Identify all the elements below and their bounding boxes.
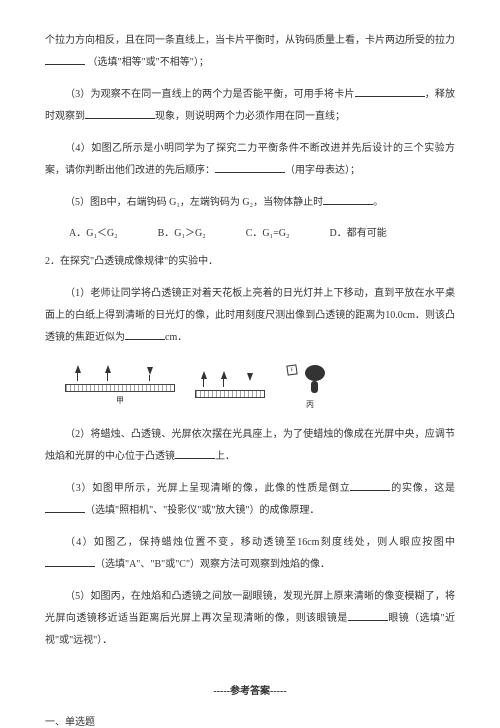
text: （选填"A"、"B"或"C"）观察方法可观察到烛焰的像． [95,559,330,570]
blank-fill[interactable] [323,195,373,205]
ruler-diagram-1 [65,365,175,395]
question-2-4: （4）如图乙，保持蜡烛位置不变，移动透镜至16cm刻度线处，则人眼应按图中 （选填… [45,532,455,576]
blank-fill[interactable] [175,449,215,459]
arrow-icon [247,373,253,381]
handle-icon [311,381,318,393]
text: cm． [165,332,187,343]
blank-fill[interactable] [85,109,155,119]
text: （1）老师让同学将凸透镜正对着天花板上亮着的日光灯并上下移动，直到平放在水平桌面… [45,288,455,343]
text: 现象，则说明两个力必须作用在同一直线； [155,111,345,122]
section-heading: 一、单选题 [45,713,455,728]
eye-diagram: F [285,361,335,399]
figures-row: 甲 F 丙 [65,361,455,410]
question-4: （4）如图乙所示是小明同学为了探究二力平衡条件不断改进并先后设计的三个实验方案，… [45,138,455,182]
question-2-2: （2）将蜡烛、凸透镜、光屏依次摆在光具座上，为了使蜡烛的像成在光屏中央，应调节烛… [45,424,455,468]
paragraph-continuation: 个拉力方向相反，且在同一条直线上，当卡片平衡时，从钩码质量上看，卡片两边所受的拉… [45,30,455,74]
options-row: A．G₁＜G₂ B．G₁＞G₂ C．G₁=G₂ D．都有可能 [69,224,455,239]
figure-bing: F 丙 [285,361,335,410]
option-c[interactable]: C．G₁=G₂ [246,224,290,239]
answer-separator: -----参考答案----- [45,682,455,697]
stick [223,379,224,387]
stick [149,375,150,381]
blank-fill[interactable] [348,611,388,621]
caption-jia: 甲 [65,395,175,406]
magnifier-icon [305,365,325,381]
text: （5）图B中，右端钩码 G₁，左端钩码为 G₂，当物体静止时 [65,197,323,208]
arrow-icon [105,365,111,373]
option-b[interactable]: B．G₁＞G₂ [158,224,206,239]
text: 个拉力方向相反，且在同一条直线上，当卡片平衡时，从钩码质量上看，卡片两边所受的拉… [45,35,455,46]
question-5: （5）图B中，右端钩码 G₁，左端钩码为 G₂，当物体静止时 。 [45,192,455,214]
text: 上． [215,451,235,462]
ruler [65,384,175,392]
arrow-icon [201,371,207,379]
caption-bing: 丙 [285,399,335,410]
blank-fill[interactable] [355,87,425,97]
text: （选填"相等"或"不相等"）； [88,57,209,68]
text: （2）将蜡烛、凸透镜、光屏依次摆在光具座上，为了使蜡烛的像成在光屏中央，应调节烛… [45,429,455,462]
blank-fill[interactable] [45,557,95,567]
question-2-title: 2．在探究"凸透镜成像规律"的实验中． [45,251,455,273]
ruler-diagram-2 [195,371,265,401]
arrow-icon [147,367,153,375]
arrow-icon [75,365,81,373]
text: （选填"照相机"、"投影仪"或"放大镜"）的成像原理． [85,505,320,516]
blank-fill[interactable] [215,163,285,173]
blank-fill[interactable] [45,55,85,65]
text: （4）如图乙，保持蜡烛位置不变，移动透镜至16cm刻度线处，则人眼应按图中 [65,537,455,548]
question-2-5: （5）如图丙，在烛焰和凸透镜之间放一副眼镜，发现光屏上原来清晰的像变模糊了，将光… [45,586,455,652]
ruler [195,390,265,398]
blank-fill[interactable] [350,481,390,491]
blank-fill[interactable] [125,330,165,340]
text: （用字母表达）； [285,165,360,176]
text: 的实像，这是 [390,483,455,494]
arrow-icon [221,371,227,379]
blank-fill[interactable] [45,503,85,513]
option-a[interactable]: A．G₁＜G₂ [69,224,118,239]
figure-mid [195,371,265,401]
figure-jia: 甲 [65,365,175,406]
option-d[interactable]: D．都有可能 [329,224,386,239]
stick [77,373,78,381]
question-2-3: （3）如图甲所示，光屏上呈现清晰的像，此像的性质是倒立 的实像，这是 （选填"照相机… [45,478,455,522]
text: （3）如图甲所示，光屏上呈现清晰的像，此像的性质是倒立 [65,483,350,494]
stick [107,373,108,381]
text: （3）为观察不在同一直线上的两个力是否能平衡，可用手将卡片 [65,89,355,100]
question-3: （3）为观察不在同一直线上的两个力是否能平衡，可用手将卡片，释放时观察到现象，则… [45,84,455,128]
question-2-1: （1）老师让同学将凸透镜正对着天花板上亮着的日光灯并上下移动，直到平放在水平桌面… [45,283,455,349]
text: 2．在探究"凸透镜成像规律"的实验中． [45,256,218,267]
paper-icon: F [286,364,297,375]
stick [203,379,204,387]
text: 。 [373,197,383,208]
